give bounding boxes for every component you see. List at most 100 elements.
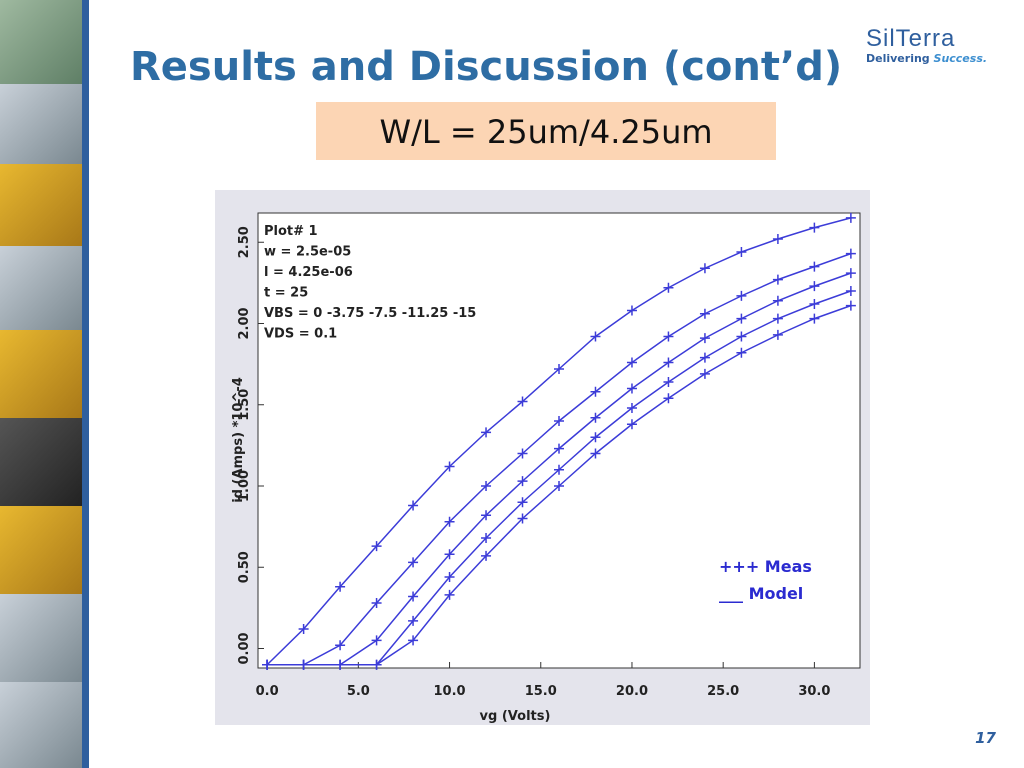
meas-marker (845, 268, 856, 279)
meas-marker (809, 222, 820, 233)
meas-marker (699, 352, 710, 363)
meas-marker (298, 659, 309, 670)
meas-marker (554, 481, 564, 491)
meas-marker (262, 659, 273, 670)
y-tick-label: 2.50 (237, 226, 252, 258)
annotation: l = 4.25e-06 (264, 265, 353, 280)
y-axis-label: id (Amps) *10^-4 (231, 377, 246, 503)
meas-marker (845, 286, 856, 296)
meas-marker (736, 247, 747, 257)
tagline: Delivering Success. (866, 52, 987, 65)
meas-marker (444, 549, 455, 560)
meas-marker (663, 357, 674, 368)
meas-marker (626, 403, 637, 413)
slide-title: Results and Discussion (cont’d) (130, 44, 842, 90)
meas-marker (554, 364, 564, 374)
meas-marker (736, 331, 747, 342)
meas-marker (809, 313, 820, 324)
meas-marker (554, 416, 564, 426)
series (262, 212, 856, 670)
annotation: t = 25 (264, 286, 308, 301)
meas-marker (736, 290, 747, 301)
meas-marker (772, 234, 783, 244)
meas-marker (481, 550, 492, 561)
meas-marker (517, 476, 528, 487)
meas-marker (408, 500, 419, 511)
meas-marker (626, 383, 637, 394)
meas-marker (772, 295, 783, 306)
meas-marker (699, 308, 710, 319)
meas-marker (335, 659, 346, 670)
meas-marker (590, 448, 601, 459)
x-tick-label: 15.0 (525, 684, 557, 699)
meas-marker (444, 461, 455, 472)
meas-marker (809, 261, 820, 272)
photo-strip (0, 0, 89, 768)
subtitle: W/L = 25um/4.25um (379, 113, 712, 151)
meas-marker (699, 333, 710, 344)
meas-marker (481, 533, 492, 543)
meas-marker (517, 448, 528, 459)
meas-marker (481, 481, 492, 491)
x-tick-label: 0.0 (256, 684, 279, 699)
meas-marker (517, 497, 528, 508)
meas-marker (809, 281, 820, 292)
y-tick-label: 0.50 (237, 551, 252, 583)
meas-marker (298, 624, 309, 634)
meas-marker (699, 263, 710, 274)
annotation: VBS = 0 -3.75 -7.5 -11.25 -15 (264, 306, 476, 321)
meas-marker (335, 640, 346, 651)
meas-marker (444, 572, 455, 582)
meas-marker (772, 313, 783, 324)
annotation: VDS = 0.1 (264, 327, 337, 342)
x-axis-label: vg (Volts) (480, 709, 551, 724)
legend-box (710, 552, 835, 607)
meas-marker (809, 299, 820, 309)
meas-marker (517, 396, 528, 407)
series (262, 300, 856, 670)
meas-marker (663, 393, 674, 404)
legend-entry: ___ Model (719, 584, 803, 603)
y-tick-label: 1.00 (237, 470, 252, 502)
meas-marker (736, 347, 747, 358)
meas-marker (590, 432, 601, 443)
y-tick-label: 0.00 (237, 632, 252, 664)
subtitle-box (316, 102, 776, 160)
meas-marker (845, 212, 856, 223)
meas-marker (371, 541, 382, 552)
meas-marker (663, 331, 674, 342)
x-tick-label: 5.0 (347, 684, 370, 699)
meas-marker (335, 581, 346, 592)
meas-marker (481, 427, 492, 438)
meas-marker (590, 386, 601, 397)
meas-marker (371, 598, 382, 608)
meas-marker (663, 377, 674, 387)
x-tick-label: 10.0 (434, 684, 466, 699)
page-number: 17 (975, 729, 996, 747)
meas-marker (590, 331, 601, 342)
meas-marker (626, 419, 637, 430)
meas-marker (845, 248, 856, 259)
logo: SilTerra (866, 25, 955, 52)
meas-marker (590, 412, 601, 423)
meas-marker (699, 368, 710, 379)
legend-entry: +++ Meas (719, 557, 812, 576)
annotation: Plot# 1 (264, 224, 318, 239)
y-tick-label: 1.50 (237, 389, 252, 421)
meas-marker (772, 274, 783, 285)
meas-marker (554, 464, 564, 475)
meas-marker (772, 329, 783, 340)
meas-marker (481, 510, 492, 521)
meas-marker (371, 635, 382, 646)
meas-marker (408, 591, 419, 602)
meas-marker (408, 635, 419, 646)
x-tick-label: 25.0 (707, 684, 739, 699)
meas-marker (554, 443, 564, 454)
meas-marker (371, 659, 382, 670)
meas-marker (736, 313, 747, 324)
x-tick-label: 20.0 (616, 684, 648, 699)
y-tick-label: 2.00 (237, 307, 252, 339)
tagline-text: Delivering (866, 52, 930, 65)
